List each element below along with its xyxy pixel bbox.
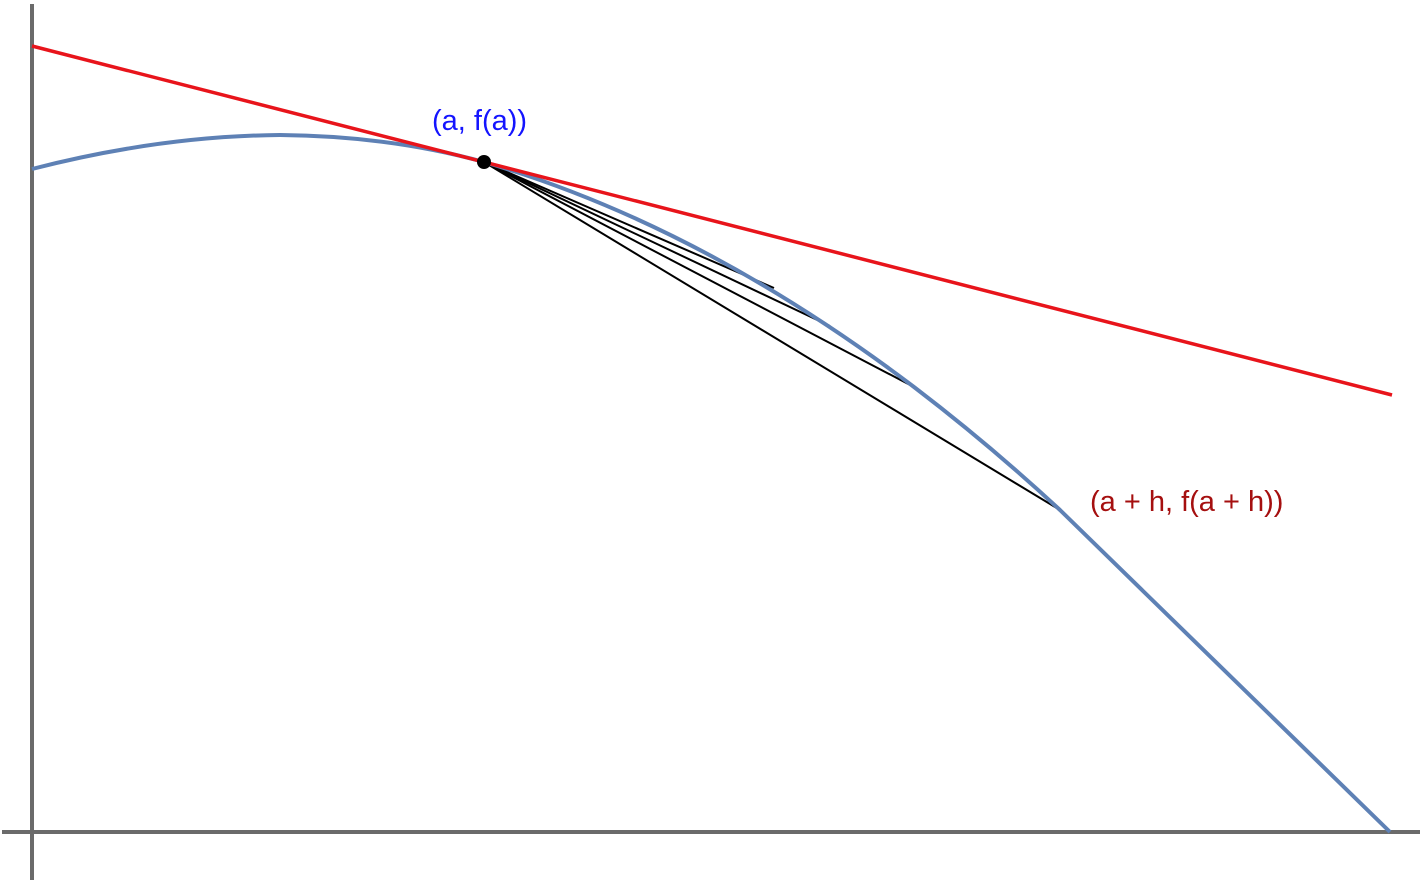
function-curve [31, 133, 1392, 834]
secant-line-2 [483, 161, 915, 388]
point-a-plus-h-label: (a + h, f(a + h)) [1090, 486, 1283, 518]
tangent-line [31, 44, 1393, 397]
point-a-marker [477, 155, 491, 169]
point-a-label: (a, f(a)) [432, 105, 527, 137]
secant-lines [483, 161, 1061, 511]
secant-line-1 [483, 161, 1061, 511]
secant-line-4 [483, 161, 775, 289]
secant-line-3 [483, 161, 831, 327]
